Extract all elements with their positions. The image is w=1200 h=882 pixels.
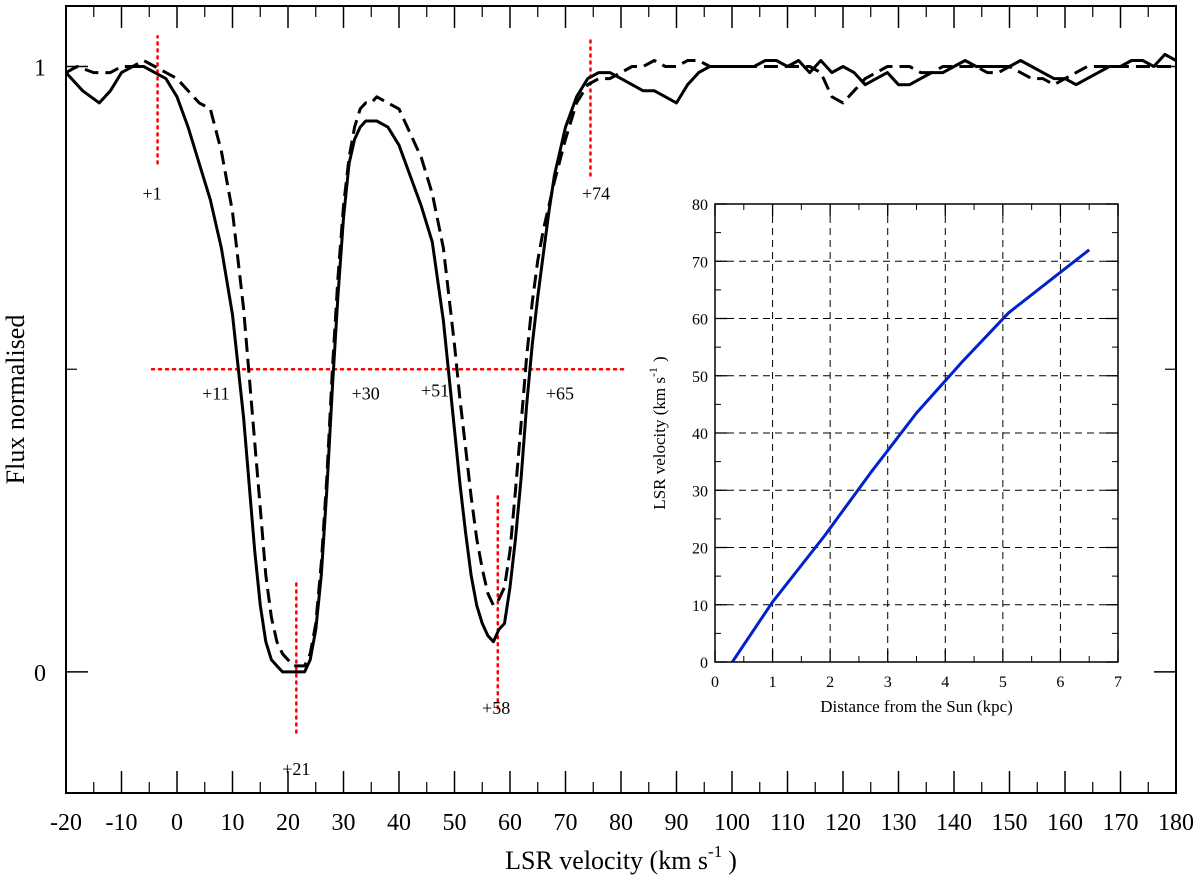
main-x-tick-label: 10 [221, 810, 245, 836]
main-x-axis-title-text: LSR velocity (km s [505, 846, 708, 875]
dashed-spectrum-line [65, 59, 1176, 668]
main-x-axis-title-sup: -1 [708, 842, 722, 861]
main-x-tick-label: 90 [665, 810, 689, 836]
inset-x-tick-label: 6 [1056, 674, 1064, 691]
inset-y-tick-label: 40 [692, 426, 708, 443]
inset-y-axis-title-sup: -1 [646, 367, 660, 377]
inset-x-tick-label: 1 [769, 674, 777, 691]
half-maximum-label: +11 [202, 383, 229, 403]
main-x-tick-label: 70 [554, 810, 578, 836]
half-maximum-label: +30 [352, 383, 380, 403]
main-plot-frame [65, 5, 1177, 794]
main-x-tick-label: 100 [714, 810, 750, 836]
inset-y-tick-label: 20 [692, 541, 708, 558]
main-x-tick-label: 50 [443, 810, 467, 836]
inset-x-tick-label: 0 [711, 674, 719, 691]
main-x-tick-label: 20 [276, 810, 300, 836]
vertical-marker-label: +1 [142, 184, 161, 204]
main-x-tick-label: -20 [50, 810, 82, 836]
inset-y-axis-title: LSR velocity (km s-1) [646, 356, 669, 509]
distance-velocity-curve [731, 248, 1091, 663]
main-x-tick-label: 170 [1103, 810, 1139, 836]
main-x-tick-label: 160 [1047, 810, 1083, 836]
inset-x-tick-label: 3 [884, 674, 892, 691]
main-y-axis-title: Flux normalised [1, 315, 30, 485]
main-y-tick-label: 1 [34, 56, 46, 82]
inset-y-tick-label: 30 [692, 483, 708, 500]
inset-x-tick-label: 4 [941, 674, 949, 691]
half-maximum-label: +51 [421, 380, 449, 400]
vertical-marker-label: +74 [582, 184, 610, 204]
main-x-axis-title: LSR velocity (km s-1) [505, 842, 737, 875]
inset-x-axis-title: Distance from the Sun (kpc) [820, 697, 1013, 716]
inset-x-tick-label: 7 [1114, 674, 1122, 691]
main-x-tick-label: 40 [387, 810, 411, 836]
inset-y-tick-label: 0 [700, 655, 708, 672]
main-series-group [64, 52, 1177, 674]
main-tick-labels: -20 -10 0 10 20 30 40 50 60 70 80 90 100 110 120 130 140… [34, 56, 1194, 836]
main-x-tick-label: 110 [770, 810, 805, 836]
inset-series-group [731, 248, 1091, 663]
main-x-tick-label: 0 [171, 810, 183, 836]
inset-x-tick-label: 2 [826, 674, 834, 691]
main-x-tick-label: 120 [825, 810, 861, 836]
main-x-tick-label: 60 [498, 810, 522, 836]
solid-spectrum-line [64, 52, 1177, 674]
main-x-tick-label: 30 [332, 810, 356, 836]
inset-y-tick-label: 10 [692, 598, 708, 615]
velocity-marker-labels: +1 +74 +21 +58 +11 +30 +51 +65 [142, 184, 610, 779]
inset-y-axis-title-tail: ) [650, 356, 669, 362]
inset-y-tick-label: 50 [692, 369, 708, 386]
velocity-markers [150, 35, 626, 734]
inset-y-axis-title-text: LSR velocity (km s [650, 377, 669, 510]
inset-plot-frame [714, 203, 1119, 663]
main-y-tick-label: 0 [34, 661, 46, 687]
inset-y-tick-label: 70 [692, 254, 708, 271]
half-maximum-label: +65 [546, 383, 574, 403]
inset-y-tick-label: 60 [692, 312, 708, 329]
inset-x-tick-label: 5 [999, 674, 1007, 691]
main-x-tick-label: 150 [992, 810, 1028, 836]
main-x-tick-label: 180 [1158, 810, 1194, 836]
main-axis-ticks [65, 6, 1177, 793]
inset-grid [715, 204, 1118, 662]
main-x-tick-label: 140 [936, 810, 972, 836]
inset-y-tick-label: 80 [692, 197, 708, 214]
main-x-tick-label: 80 [609, 810, 633, 836]
vertical-marker-label: +58 [482, 698, 510, 718]
main-x-tick-label: 130 [881, 810, 917, 836]
main-x-tick-label: -10 [106, 810, 138, 836]
main-x-axis-title-tail: ) [728, 846, 737, 875]
vertical-marker-label: +21 [282, 759, 310, 779]
